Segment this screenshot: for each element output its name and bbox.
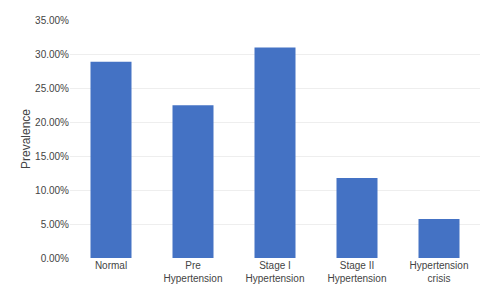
svg-text:Stage IHypertension: Stage IHypertension [246, 260, 305, 284]
svg-text:10.00%: 10.00% [35, 185, 69, 196]
svg-text:15.00%: 15.00% [35, 151, 69, 162]
svg-text:Prevalence: Prevalence [19, 109, 33, 169]
svg-text:25.00%: 25.00% [35, 83, 69, 94]
svg-text:PreHypertension: PreHypertension [164, 260, 223, 284]
svg-text:0.00%: 0.00% [41, 253, 69, 264]
svg-text:Hypertensioncrisis: Hypertensioncrisis [410, 260, 469, 284]
svg-text:5.00%: 5.00% [41, 219, 69, 230]
svg-text:Normal: Normal [95, 260, 127, 271]
svg-text:20.00%: 20.00% [35, 117, 69, 128]
svg-text:Stage IIHypertension: Stage IIHypertension [328, 260, 387, 284]
svg-text:35.00%: 35.00% [35, 15, 69, 26]
svg-text:30.00%: 30.00% [35, 49, 69, 60]
